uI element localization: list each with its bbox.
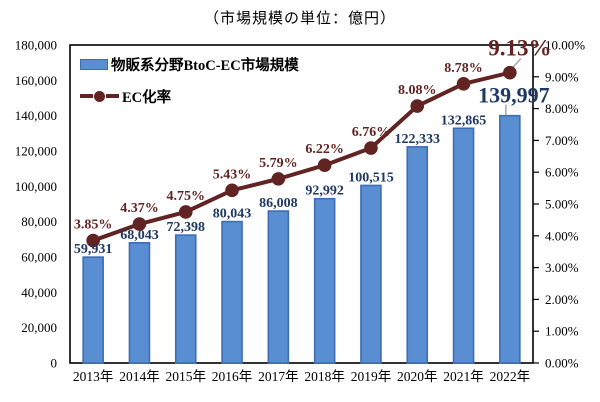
ec-rate-pct-label: 5.79% — [259, 156, 298, 171]
ec-rate-pct-label: 3.85% — [74, 218, 113, 233]
ec-rate-marker — [132, 217, 147, 231]
bar-2015年 — [174, 234, 197, 364]
x-axis-label: 2020年 — [397, 369, 438, 384]
legend-label-market-size: 物販系分野BtoC-EC市場規模 — [111, 57, 299, 74]
ec-rate-marker — [410, 99, 425, 113]
x-axis-label: 2015年 — [166, 369, 207, 384]
legend-item-market-size: 物販系分野BtoC-EC市場規模 — [80, 54, 299, 74]
y-axis-right-label: 2.00% — [545, 292, 579, 307]
bar-value-label-emphasized: 139,997 — [478, 83, 550, 108]
y-axis-right-label: 1.00% — [545, 324, 579, 339]
ec-rate-pct-label: 4.75% — [167, 189, 206, 204]
ec-rate-pct-label: 5.43% — [213, 167, 252, 182]
ec-rate-pct-label: 6.76% — [352, 125, 391, 140]
y-axis-right-label: 5.00% — [545, 197, 579, 212]
y-axis-left-label: 140,000 — [15, 108, 57, 123]
legend-item-ec-rate: EC化率 — [80, 86, 299, 106]
line-dash-icon — [80, 94, 93, 98]
y-axis-right-label: 8.00% — [545, 101, 579, 116]
ec-rate-line — [91, 70, 512, 243]
ec-rate-marker — [456, 76, 471, 91]
ec-rate-marker — [86, 233, 100, 248]
bar-value-label: 68,043 — [120, 228, 159, 243]
y-axis-left-label: 60,000 — [21, 250, 57, 265]
ec-rate-marker — [503, 65, 517, 80]
x-axis-label: 2013年 — [73, 369, 114, 384]
ec-rate-marker — [271, 172, 286, 186]
ec-rate-marker — [364, 141, 378, 155]
y-axis-left-label: 20,000 — [21, 320, 57, 335]
legend-label-ec-rate: EC化率 — [122, 89, 172, 106]
y-axis-right-label: 6.00% — [545, 165, 579, 180]
y-axis-right-label: 0.00% — [545, 356, 579, 371]
ec-rate-marker — [225, 183, 239, 198]
x-axis-label: 2017年 — [258, 369, 299, 384]
ec-rate-pct-label-emphasized: 9.13% — [488, 36, 551, 61]
ec-rate-marker — [317, 158, 332, 173]
bar-series-swatch-icon — [80, 58, 108, 70]
y-axis-left-label: 100,000 — [15, 179, 57, 194]
x-axis-label: 2021年 — [443, 369, 484, 384]
bar-value-label: 86,008 — [259, 196, 298, 211]
x-axis-label: 2022年 — [490, 369, 531, 384]
ec-rate-marker — [178, 205, 193, 219]
y-axis-left-label: 40,000 — [21, 285, 57, 300]
y-axis-left-label: 180,000 — [15, 38, 57, 53]
bar-value-label: 92,992 — [305, 184, 344, 199]
bar-2018年 — [313, 197, 336, 364]
bar-2019年 — [360, 184, 382, 364]
ec-rate-pct-label: 4.37% — [120, 201, 159, 216]
x-axis-label: 2019年 — [351, 369, 392, 384]
y-axis-left-label: 120,000 — [15, 144, 57, 159]
bar-value-label: 72,398 — [167, 220, 206, 235]
bar-value-label: 132,865 — [441, 113, 487, 128]
line-dash-icon — [106, 94, 119, 98]
bar-2021年 — [452, 127, 475, 364]
x-axis-label: 2016年 — [212, 369, 253, 384]
x-axis-label: 2014年 — [119, 369, 160, 384]
y-axis-left-label: 0 — [51, 356, 58, 371]
legend: 物販系分野BtoC-EC市場規模 EC化率 — [80, 54, 299, 106]
bar-2014年 — [128, 241, 151, 364]
bar-value-label: 122,333 — [395, 132, 441, 147]
bar-2022年 — [499, 114, 521, 364]
chart-title: （市場規模の単位：億円） — [203, 11, 396, 27]
y-axis-right-label: 9.00% — [545, 69, 579, 84]
ec-rate-pct-label: 8.08% — [398, 83, 437, 98]
line-dot-icon — [94, 90, 105, 102]
x-axis-label: 2018年 — [304, 369, 345, 384]
y-axis-right-label: 3.00% — [545, 260, 579, 275]
bar-2017年 — [267, 210, 290, 364]
line-series-swatch-icon — [80, 90, 119, 102]
y-axis-right-label: 7.00% — [545, 133, 579, 148]
y-axis-right-label: 4.00% — [545, 228, 579, 243]
bar-2020年 — [406, 146, 429, 364]
bar-value-label: 59,931 — [74, 242, 113, 257]
y-axis-left-label: 80,000 — [21, 214, 57, 229]
y-axis-right-label: 10.00% — [545, 38, 585, 53]
bar-2016年 — [221, 220, 243, 364]
bar-2013年 — [82, 256, 104, 364]
ec-rate-pct-label: 6.22% — [305, 142, 344, 157]
bar-value-label: 80,043 — [213, 207, 252, 222]
y-axis-left-label: 160,000 — [15, 73, 57, 88]
bar-value-label: 100,515 — [348, 170, 394, 185]
ec-rate-pct-label: 8.78% — [444, 61, 483, 76]
